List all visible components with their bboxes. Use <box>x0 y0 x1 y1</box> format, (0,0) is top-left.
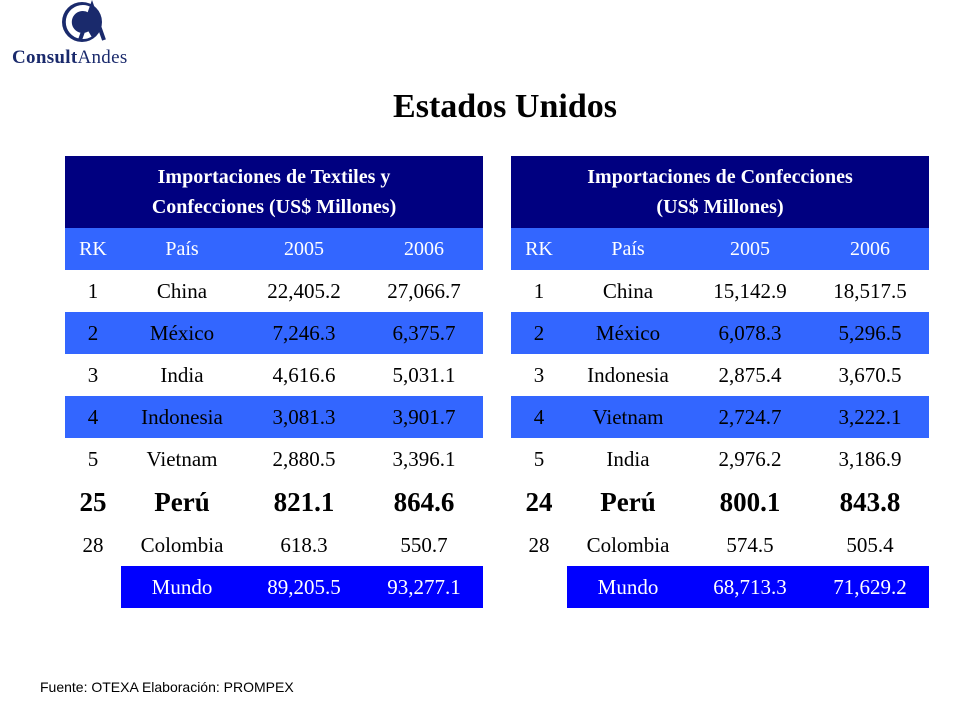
confecciones-table: Importaciones de Confecciones (US$ Millo… <box>511 156 930 608</box>
table-row: 2 México 7,246.3 6,375.7 <box>65 312 484 354</box>
country-cell: Perú <box>121 480 243 524</box>
value-2006-cell: 71,629.2 <box>811 566 930 608</box>
country-cell: India <box>121 354 243 396</box>
page-title: Estados Unidos <box>393 88 617 125</box>
logo-wordmark: ConsultAndes <box>12 47 128 68</box>
value-2005-cell: 15,142.9 <box>689 270 811 312</box>
world-total-row: Mundo 68,713.3 71,629.2 <box>511 566 930 608</box>
peru-row: 25 Perú 821.1 864.6 <box>65 480 484 524</box>
value-2005-cell: 7,246.3 <box>243 312 365 354</box>
table-row: 3 India 4,616.6 5,031.1 <box>65 354 484 396</box>
value-2006-cell: 3,901.7 <box>365 396 484 438</box>
value-2005-cell: 22,405.2 <box>243 270 365 312</box>
country-cell: China <box>121 270 243 312</box>
value-2006-cell: 93,277.1 <box>365 566 484 608</box>
table-row: 3 Indonesia 2,875.4 3,670.5 <box>511 354 930 396</box>
rank-cell: 3 <box>65 354 121 396</box>
table-row: 1 China 22,405.2 27,066.7 <box>65 270 484 312</box>
textiles-confecciones-table: Importaciones de Textiles y Confecciones… <box>65 156 484 608</box>
value-2006-cell: 3,186.9 <box>811 438 930 480</box>
country-cell: Mundo <box>567 566 689 608</box>
column-header-row: RK País 2005 2006 <box>65 228 484 270</box>
value-2005-cell: 68,713.3 <box>689 566 811 608</box>
rank-cell: 5 <box>511 438 567 480</box>
rank-cell: 25 <box>65 480 121 524</box>
value-2006-cell: 18,517.5 <box>811 270 930 312</box>
value-2005-cell: 6,078.3 <box>689 312 811 354</box>
rank-cell <box>65 566 121 608</box>
value-2006-cell: 5,031.1 <box>365 354 484 396</box>
column-header: País <box>121 228 243 270</box>
table-row: 5 India 2,976.2 3,186.9 <box>511 438 930 480</box>
table-row: 2 México 6,078.3 5,296.5 <box>511 312 930 354</box>
country-cell: Vietnam <box>121 438 243 480</box>
value-2005-cell: 618.3 <box>243 524 365 566</box>
value-2005-cell: 89,205.5 <box>243 566 365 608</box>
table-row: 28 Colombia 574.5 505.4 <box>511 524 930 566</box>
value-2005-cell: 574.5 <box>689 524 811 566</box>
value-2005-cell: 2,724.7 <box>689 396 811 438</box>
value-2005-cell: 2,875.4 <box>689 354 811 396</box>
country-cell: India <box>567 438 689 480</box>
value-2005-cell: 4,616.6 <box>243 354 365 396</box>
value-2006-cell: 3,222.1 <box>811 396 930 438</box>
rank-cell: 1 <box>511 270 567 312</box>
column-header: RK <box>65 228 121 270</box>
country-cell: China <box>567 270 689 312</box>
country-cell: Vietnam <box>567 396 689 438</box>
source-note: Fuente: OTEXA Elaboración: PROMPEX <box>40 679 294 695</box>
table-row: 1 China 15,142.9 18,517.5 <box>511 270 930 312</box>
table-row: 4 Indonesia 3,081.3 3,901.7 <box>65 396 484 438</box>
logo-emblem-icon <box>62 0 106 42</box>
rank-cell: 5 <box>65 438 121 480</box>
rank-cell: 1 <box>65 270 121 312</box>
country-cell: México <box>567 312 689 354</box>
country-cell: Colombia <box>567 524 689 566</box>
value-2006-cell: 3,396.1 <box>365 438 484 480</box>
value-2006-cell: 27,066.7 <box>365 270 484 312</box>
rank-cell: 28 <box>65 524 121 566</box>
column-header: 2006 <box>365 228 484 270</box>
peru-row: 24 Perú 800.1 843.8 <box>511 480 930 524</box>
value-2006-cell: 5,296.5 <box>811 312 930 354</box>
table-header: Importaciones de Textiles y Confecciones… <box>65 156 484 228</box>
column-header-row: RK País 2005 2006 <box>511 228 930 270</box>
value-2006-cell: 3,670.5 <box>811 354 930 396</box>
column-header: 2006 <box>811 228 930 270</box>
country-cell: Perú <box>567 480 689 524</box>
country-cell: Indonesia <box>567 354 689 396</box>
rank-cell: 4 <box>511 396 567 438</box>
value-2006-cell: 864.6 <box>365 480 484 524</box>
value-2005-cell: 821.1 <box>243 480 365 524</box>
value-2006-cell: 550.7 <box>365 524 484 566</box>
value-2005-cell: 3,081.3 <box>243 396 365 438</box>
rank-cell <box>511 566 567 608</box>
rank-cell: 3 <box>511 354 567 396</box>
table-row: 28 Colombia 618.3 550.7 <box>65 524 484 566</box>
column-header: RK <box>511 228 567 270</box>
consultandes-logo: ConsultAndes <box>10 0 140 78</box>
table-header: Importaciones de Confecciones (US$ Millo… <box>511 156 930 228</box>
value-2006-cell: 6,375.7 <box>365 312 484 354</box>
country-cell: México <box>121 312 243 354</box>
value-2005-cell: 2,880.5 <box>243 438 365 480</box>
country-cell: Indonesia <box>121 396 243 438</box>
column-header: 2005 <box>243 228 365 270</box>
rank-cell: 24 <box>511 480 567 524</box>
column-header: País <box>567 228 689 270</box>
rank-cell: 28 <box>511 524 567 566</box>
table-row: 5 Vietnam 2,880.5 3,396.1 <box>65 438 484 480</box>
value-2006-cell: 505.4 <box>811 524 930 566</box>
country-cell: Mundo <box>121 566 243 608</box>
country-cell: Colombia <box>121 524 243 566</box>
rank-cell: 4 <box>65 396 121 438</box>
value-2006-cell: 843.8 <box>811 480 930 524</box>
value-2005-cell: 2,976.2 <box>689 438 811 480</box>
world-total-row: Mundo 89,205.5 93,277.1 <box>65 566 484 608</box>
rank-cell: 2 <box>65 312 121 354</box>
table-row: 4 Vietnam 2,724.7 3,222.1 <box>511 396 930 438</box>
column-header: 2005 <box>689 228 811 270</box>
rank-cell: 2 <box>511 312 567 354</box>
value-2005-cell: 800.1 <box>689 480 811 524</box>
